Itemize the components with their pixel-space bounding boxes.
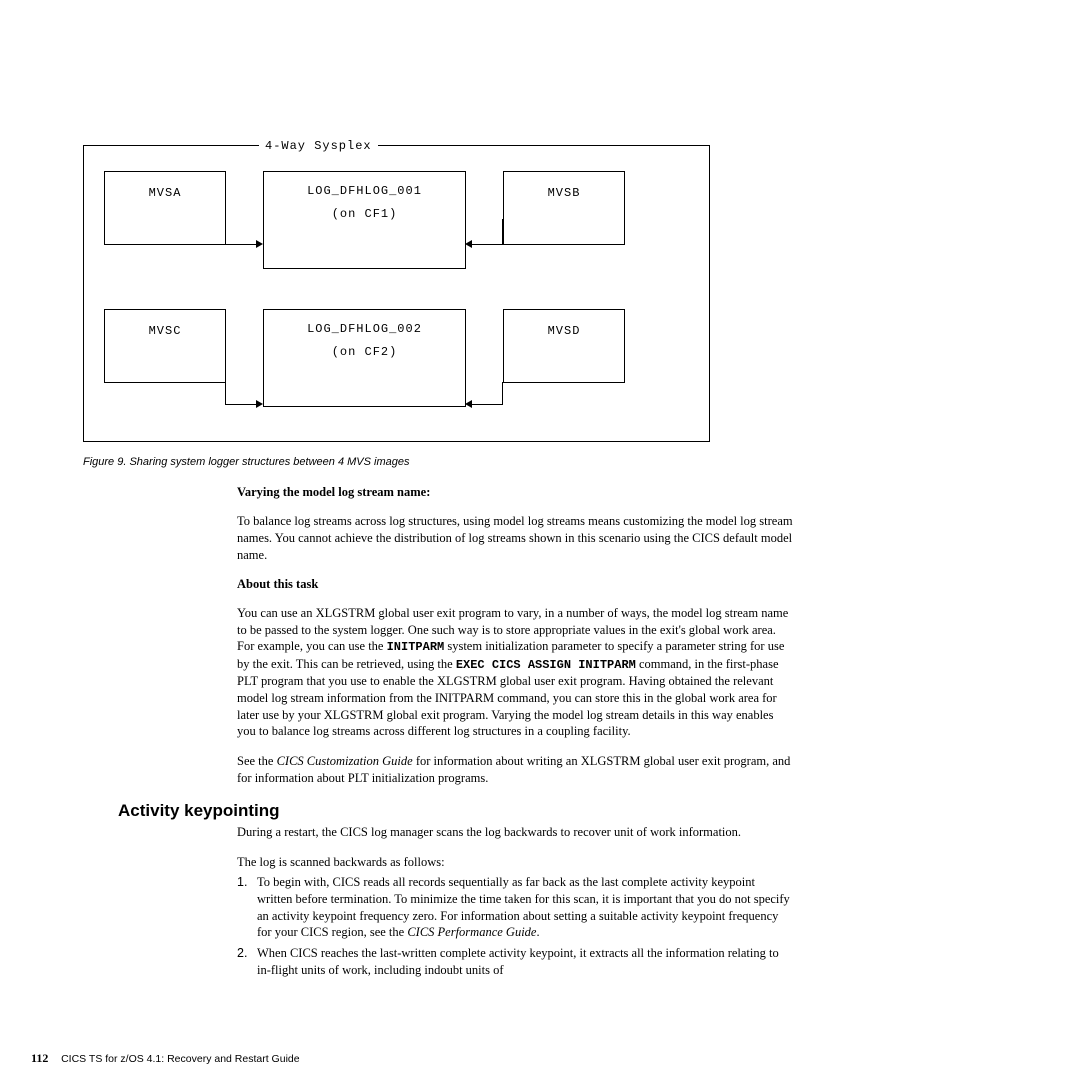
label-log2: LOG_DFHLOG_002 (on CF2) xyxy=(264,310,465,364)
page-footer: 112 CICS TS for z/OS 4.1: Recovery and R… xyxy=(31,1051,300,1066)
arrowhead-icon xyxy=(465,400,472,408)
box-mvsa: MVSA xyxy=(104,171,226,245)
connector xyxy=(471,244,503,245)
paragraph: The log is scanned backwards as follows: xyxy=(237,854,793,871)
list-text: When CICS reaches the last-written compl… xyxy=(257,945,793,979)
heading-varying: Varying the model log stream name: xyxy=(237,485,793,500)
list-number: 2. xyxy=(237,945,257,979)
connector xyxy=(225,382,226,404)
heading-activity-keypointing: Activity keypointing xyxy=(118,801,795,821)
arrowhead-icon xyxy=(465,240,472,248)
connector xyxy=(225,244,257,245)
diagram-title: 4-Way Sysplex xyxy=(259,139,378,153)
content-block: Varying the model log stream name: To ba… xyxy=(237,485,793,787)
ordered-list: 1. To begin with, CICS reads all records… xyxy=(237,874,793,979)
paragraph: See the CICS Customization Guide for inf… xyxy=(237,753,793,787)
label-mvsd: MVSD xyxy=(504,310,624,338)
paragraph: During a restart, the CICS log manager s… xyxy=(237,824,793,841)
paragraph: You can use an XLGSTRM global user exit … xyxy=(237,605,793,741)
arrowhead-icon xyxy=(256,400,263,408)
box-mvsd: MVSD xyxy=(503,309,625,383)
label-mvsa: MVSA xyxy=(105,172,225,200)
list-item: 2. When CICS reaches the last-written co… xyxy=(237,945,793,979)
box-log2: LOG_DFHLOG_002 (on CF2) xyxy=(263,309,466,407)
list-text: To begin with, CICS reads all records se… xyxy=(257,874,793,942)
page-number: 112 xyxy=(31,1051,48,1065)
label-log1: LOG_DFHLOG_001 (on CF1) xyxy=(264,172,465,226)
connector xyxy=(225,404,257,405)
page-content: 4-Way Sysplex MVSA MVSB MVSC MVSD LOG_DF… xyxy=(85,145,795,983)
connector xyxy=(471,404,503,405)
content-block-2: During a restart, the CICS log manager s… xyxy=(237,824,793,979)
box-log1: LOG_DFHLOG_001 (on CF1) xyxy=(263,171,466,269)
footer-text: CICS TS for z/OS 4.1: Recovery and Resta… xyxy=(61,1053,300,1065)
list-item: 1. To begin with, CICS reads all records… xyxy=(237,874,793,942)
label-mvsc: MVSC xyxy=(105,310,225,338)
heading-about: About this task xyxy=(237,577,793,592)
label-mvsb: MVSB xyxy=(504,172,624,200)
box-mvsb: MVSB xyxy=(503,171,625,245)
list-number: 1. xyxy=(237,874,257,942)
figure-caption: Figure 9. Sharing system logger structur… xyxy=(83,456,795,468)
sysplex-diagram: 4-Way Sysplex MVSA MVSB MVSC MVSD LOG_DF… xyxy=(83,145,710,442)
box-mvsc: MVSC xyxy=(104,309,226,383)
connector xyxy=(225,219,226,244)
arrowhead-icon xyxy=(256,240,263,248)
connector xyxy=(502,219,503,244)
paragraph: To balance log streams across log struct… xyxy=(237,513,793,564)
connector xyxy=(502,382,503,404)
